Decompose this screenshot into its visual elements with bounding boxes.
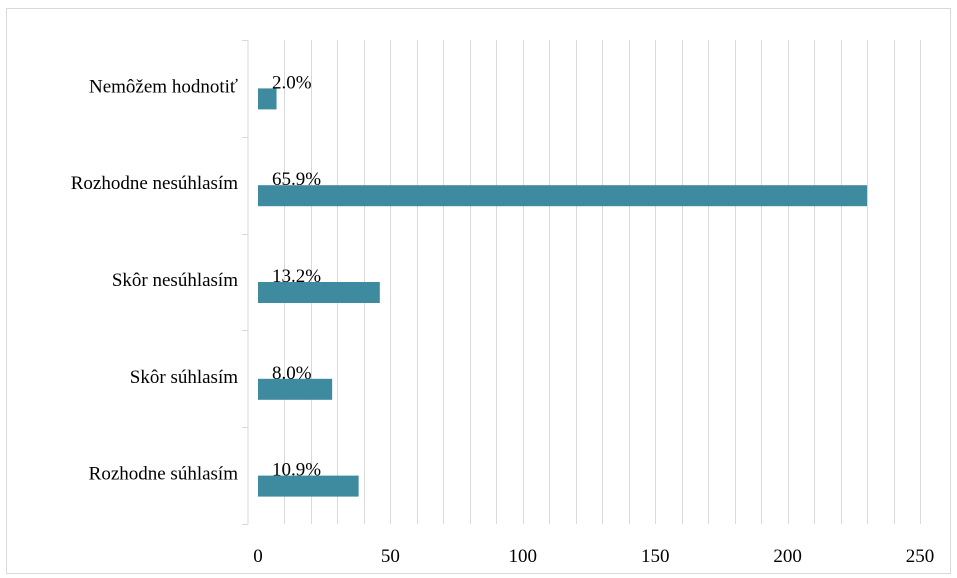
data-label: 13.2%	[272, 266, 321, 287]
x-tick-label: 0	[253, 546, 263, 567]
grid-lines	[284, 40, 921, 524]
bar	[258, 378, 333, 400]
bars	[258, 88, 868, 497]
category-label: Skôr nesúhlasím	[112, 270, 238, 291]
x-tick-label: 150	[641, 546, 670, 567]
bar	[258, 475, 359, 497]
x-tick-label: 100	[509, 546, 538, 567]
category-label: Skôr súhlasím	[130, 367, 238, 388]
data-label: 65.9%	[272, 169, 321, 190]
category-label: Nemôžem hodnotiť	[89, 76, 238, 97]
chart-frame	[6, 8, 951, 574]
data-label: 8.0%	[272, 363, 312, 384]
category-axis	[242, 40, 249, 525]
x-tick-label: 50	[381, 546, 400, 567]
labels: Nemôžem hodnotiť 2.0% Rozhodne nesúhlasím 6…	[71, 72, 935, 567]
data-label: 10.9%	[272, 460, 321, 481]
bar	[258, 282, 380, 303]
data-label: 2.0%	[272, 72, 312, 93]
category-label: Rozhodne nesúhlasím	[71, 173, 239, 194]
bar	[258, 185, 868, 207]
bar	[258, 88, 277, 110]
x-tick-label: 200	[773, 546, 802, 567]
category-label: Rozhodne súhlasím	[89, 464, 239, 485]
x-tick-label: 250	[906, 546, 935, 567]
